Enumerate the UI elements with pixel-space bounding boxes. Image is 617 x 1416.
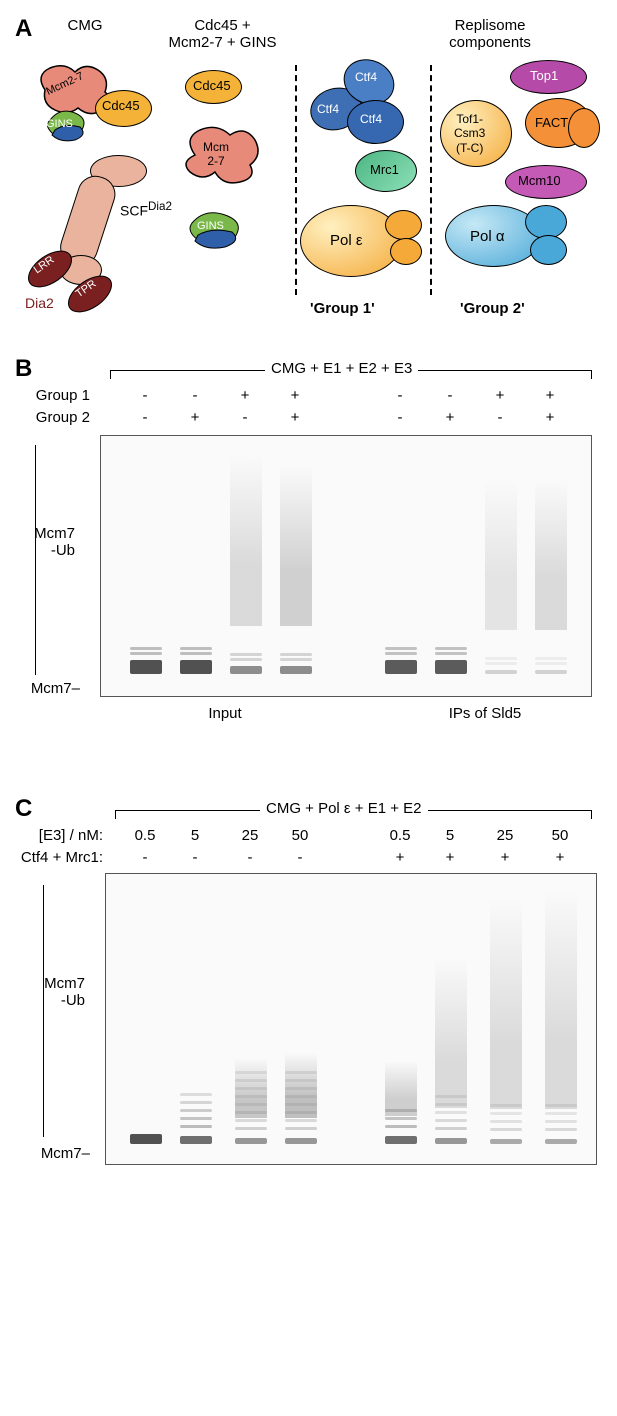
panel-b-lane-7: [531, 435, 571, 686]
panel-b-title: CMG + E1 + E2 + E3: [265, 360, 418, 377]
panel-c-e3-lane-7: 50: [540, 827, 580, 844]
panel-c-e3-lane-6: 25: [485, 827, 525, 844]
panel-c-e3-lane-2: 25: [230, 827, 270, 844]
divider-0: [295, 65, 297, 295]
panel-b-g2-lane-3: +: [275, 409, 315, 426]
pole-s2: [390, 238, 422, 265]
panel-b-bracket: [35, 445, 36, 675]
panel-c-lane-1: [176, 873, 216, 1154]
panel-c-row1-label: [E3] / nM:: [15, 827, 103, 844]
col-header-cmg: CMG: [40, 17, 130, 34]
divider-1: [430, 65, 432, 295]
tof1-shape: [440, 100, 512, 167]
panel-a: A CMGCdc45 + Mcm2-7 + GINSReplisome comp…: [15, 15, 602, 335]
panel-b-row1-label: Group 1: [15, 387, 90, 404]
panel-c-cm-lane-3: -: [280, 849, 320, 866]
group2: Top1 Tof1- Csm3 (T-C) FACT Mcm10 Pol α: [440, 60, 600, 290]
ctf4-3: [347, 100, 404, 144]
panel-c-row2-label: Ctf4 + Mrc1:: [5, 849, 103, 866]
panel-c: C CMG + Pol ε + E1 + E2 [E3] / nM: Ctf4 …: [15, 795, 602, 1225]
panel-c-lane-2: [231, 873, 271, 1154]
panel-c-cm-lane-4: +: [380, 849, 420, 866]
pole-s1: [385, 210, 422, 240]
panel-c-lane-6: [486, 873, 526, 1154]
col-header-cdc45: Cdc45 + Mcm2-7 + GINS: [155, 17, 290, 51]
col-header-repl: Replisome components: [415, 17, 565, 51]
panel-c-ub-label: Mcm7 -Ub: [15, 975, 85, 1009]
panel-c-gel: [105, 873, 597, 1165]
panel-b-g2-lane-5: +: [430, 409, 470, 426]
panel-b-g1-lane-2: +: [225, 387, 265, 404]
panel-c-e3-lane-5: 5: [430, 827, 470, 844]
panel-c-cm-lane-5: +: [430, 849, 470, 866]
panel-b-g2-lane-6: -: [480, 409, 520, 426]
panel-b-lane-0: [126, 435, 166, 686]
panel-b-g2-lane-0: -: [125, 409, 165, 426]
panel-b-lane-4: [381, 435, 421, 686]
panel-b-g1-lane-5: -: [430, 387, 470, 404]
panel-b-bottom-left: Input: [165, 705, 285, 722]
panel-c-base-label: Mcm7–: [15, 1145, 90, 1162]
panel-c-cm-lane-0: -: [125, 849, 165, 866]
panel-b-lane-5: [431, 435, 471, 686]
pola-s2: [530, 235, 567, 265]
cmg-cluster: Mcm2-7 Cdc45 GINS: [30, 60, 160, 150]
panel-b-g2-lane-1: +: [175, 409, 215, 426]
panel-b-g2-lane-4: -: [380, 409, 420, 426]
panel-b-base-label: Mcm7–: [15, 680, 80, 697]
panel-c-e3-lane-3: 50: [280, 827, 320, 844]
panel-c-lane-4: [381, 873, 421, 1154]
panel-b: B CMG + E1 + E2 + E3 Group 1 Group 2 ---…: [15, 355, 602, 775]
scf-label: SCFDia2: [120, 200, 172, 219]
group1: Ctf4 Ctf4 Ctf4 Mrc1 Pol ε: [305, 60, 425, 290]
panel-b-bottom-right: IPs of Sld5: [405, 705, 565, 722]
col2-mcm-shape: [186, 127, 258, 182]
panel-c-cm-lane-1: -: [175, 849, 215, 866]
panel-b-lane-1: [176, 435, 216, 686]
panel-b-row2-label: Group 2: [15, 409, 90, 426]
panel-b-g1-lane-3: +: [275, 387, 315, 404]
panel-c-lane-7: [541, 873, 581, 1154]
panel-b-ub-label: Mcm7 -Ub: [15, 525, 75, 559]
panel-b-g1-lane-0: -: [125, 387, 165, 404]
panel-c-e3-lane-0: 0.5: [125, 827, 165, 844]
panel-b-g2-lane-2: -: [225, 409, 265, 426]
pole-big: [300, 205, 402, 277]
panel-b-lane-6: [481, 435, 521, 686]
panel-c-cm-lane-6: +: [485, 849, 525, 866]
fact-small: [568, 108, 600, 148]
panel-c-cm-lane-7: +: [540, 849, 580, 866]
pola-s1: [525, 205, 567, 239]
mcm10-shape: [505, 165, 587, 199]
cdc45-shape: [95, 90, 152, 127]
panel-c-lane-5: [431, 873, 471, 1154]
panel-c-lane-3: [281, 873, 321, 1154]
panel-c-lane-0: [126, 873, 166, 1154]
mrc1-shape: [355, 150, 417, 192]
panel-c-e3-lane-1: 5: [175, 827, 215, 844]
panel-b-g2-lane-7: +: [530, 409, 570, 426]
panel-b-g1-lane-6: +: [480, 387, 520, 404]
scf-dia2: SCFDia2 LRR TPR Dia2: [25, 155, 165, 325]
panel-b-g1-lane-7: +: [530, 387, 570, 404]
col2-cdc45: [185, 70, 242, 104]
panel-c-cm-lane-2: -: [230, 849, 270, 866]
panel-b-gel: [100, 435, 592, 697]
group1-label: 'Group 1': [310, 300, 375, 317]
panel-b-g1-lane-4: -: [380, 387, 420, 404]
panel-b-lane-3: [276, 435, 316, 686]
panel-b-g1-lane-1: -: [175, 387, 215, 404]
top1-shape: [510, 60, 587, 94]
panel-c-bracket: [43, 885, 44, 1137]
panel-c-title: CMG + Pol ε + E1 + E2: [260, 800, 428, 817]
dia2-label: Dia2: [25, 295, 54, 311]
panel-b-lane-2: [226, 435, 266, 686]
panel-c-e3-lane-4: 0.5: [380, 827, 420, 844]
group2-label: 'Group 2': [460, 300, 525, 317]
